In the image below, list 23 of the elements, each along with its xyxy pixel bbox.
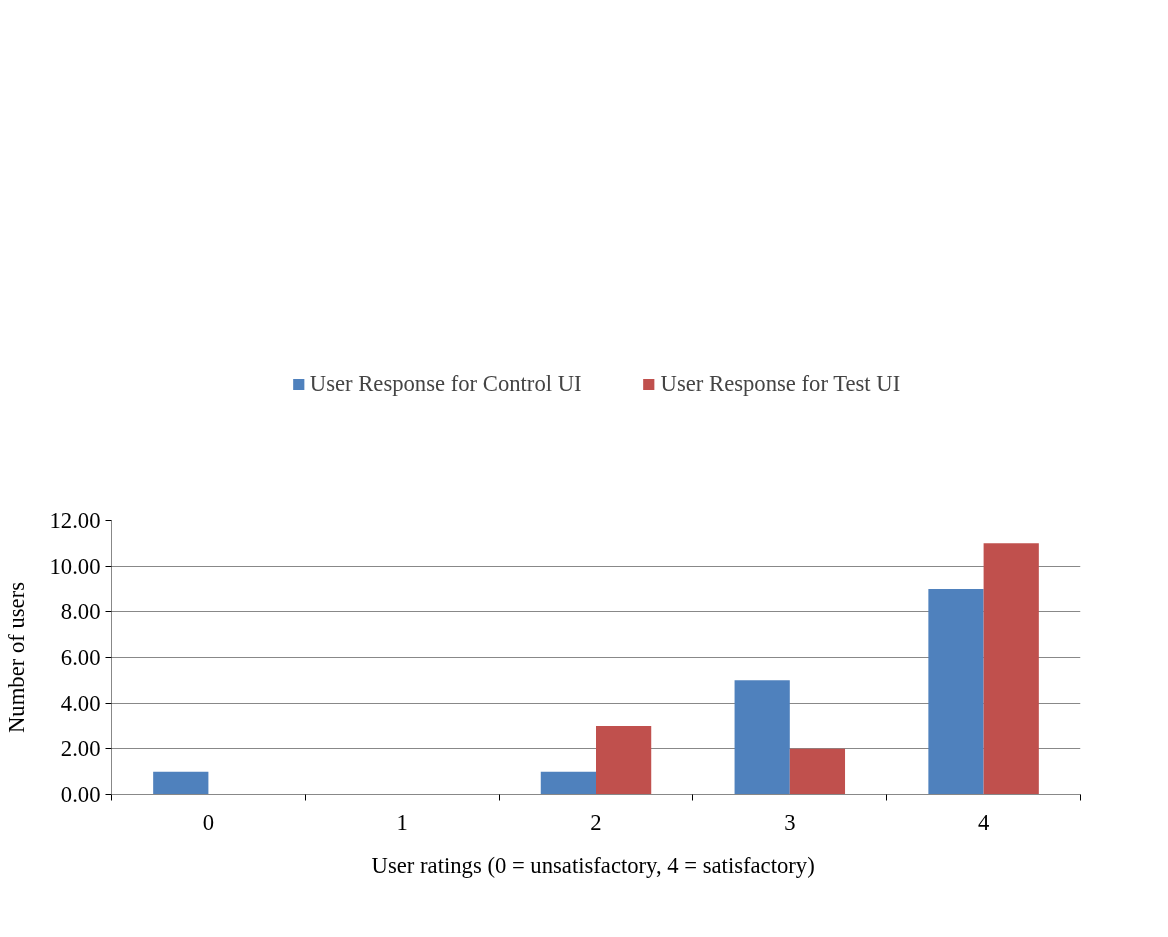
y-tick-label: 12.00	[49, 508, 101, 533]
bar	[928, 589, 984, 795]
bar	[540, 771, 596, 795]
legend-label: User Response for Control UI	[309, 370, 582, 397]
bar	[153, 771, 209, 795]
y-tick-label: 4.00	[60, 690, 101, 716]
x-tick-label: 1	[396, 809, 408, 835]
legend-label: User Response for Test UI	[660, 370, 901, 397]
x-tick-label: 0	[202, 809, 215, 835]
bar	[734, 680, 790, 795]
y-axis-title: Number of users	[3, 581, 29, 733]
x-tick-label: 2	[590, 809, 602, 835]
x-tick-label: 3	[784, 809, 796, 835]
bar	[596, 726, 652, 795]
x-axis-title: User ratings (0 = unsatisfactory, 4 = satisfactory)	[371, 852, 815, 878]
y-tick-label: 0.00	[60, 782, 101, 807]
x-tick-label: 4	[977, 809, 990, 835]
y-tick-label: 10.00	[49, 553, 101, 579]
y-tick-label: 6.00	[60, 645, 101, 670]
bar	[789, 748, 846, 795]
bar	[983, 543, 1039, 795]
y-tick-label: 8.00	[60, 599, 101, 625]
y-tick-label: 2.00	[60, 736, 101, 762]
